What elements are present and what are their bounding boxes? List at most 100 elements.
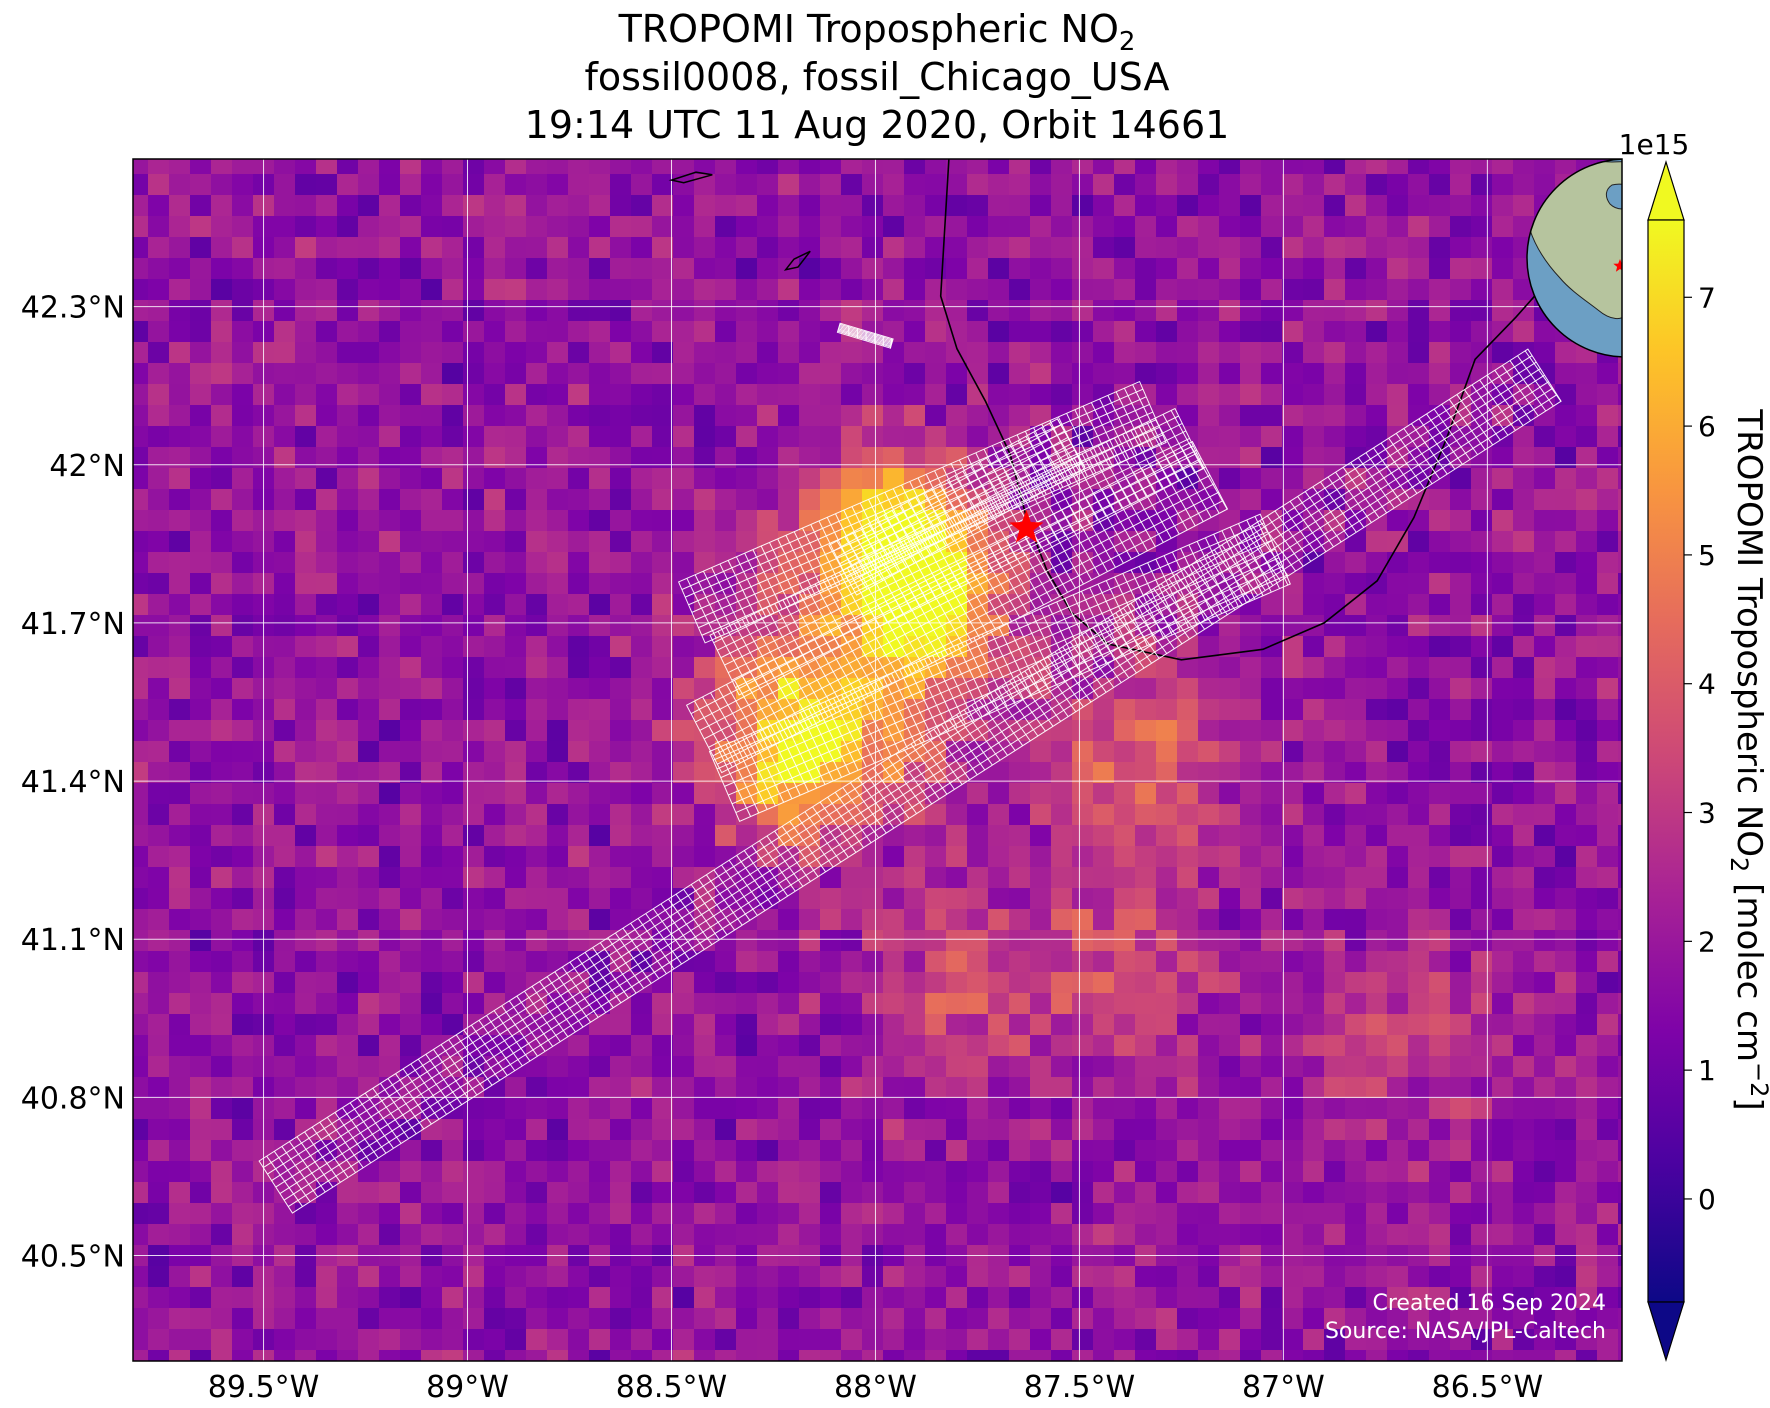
heatmap-cell [841,1182,863,1204]
heatmap-cell [1177,1266,1199,1288]
heatmap-cell [610,720,632,742]
heatmap-cell [442,615,464,637]
heatmap-cell [736,363,758,385]
heatmap-cell [1576,741,1598,763]
heatmap-cell [1240,1350,1262,1361]
heatmap-cell [1387,657,1409,679]
heatmap-cell [1135,258,1157,280]
heatmap-cell [967,159,989,175]
heatmap-cell [568,1161,590,1183]
heatmap-cell [862,1266,884,1288]
heatmap-cell [946,258,968,280]
heatmap-cell [1198,762,1220,784]
heatmap-cell [421,384,443,406]
heatmap-cell [925,237,947,259]
heatmap-cell [1534,867,1556,889]
heatmap-cell [1303,888,1325,910]
heatmap-cell [988,867,1010,889]
heatmap-cell [1135,1098,1157,1120]
heatmap-cell [883,1224,905,1246]
heatmap-cell [400,363,422,385]
heatmap-cell [1177,1035,1199,1057]
heatmap-cell [1030,1203,1052,1225]
heatmap-cell [757,174,779,196]
heatmap-cell [841,783,863,805]
heatmap-cell [673,1308,695,1330]
heatmap-cell [568,1035,590,1057]
heatmap-cell [652,594,674,616]
heatmap-cell [1387,384,1409,406]
heatmap-cell [1492,258,1514,280]
heatmap-cell [1576,846,1598,868]
heatmap-cell [1303,174,1325,196]
heatmap-cell [568,174,590,196]
heatmap-cell [1324,741,1346,763]
heatmap-cell [1555,447,1577,469]
heatmap-cell [400,1287,422,1309]
heatmap-cell [526,1182,548,1204]
heatmap-cell [610,384,632,406]
heatmap-cell [1513,909,1535,931]
heatmap-cell [1513,594,1535,616]
heatmap-cell [148,1098,170,1120]
heatmap-cell [904,384,926,406]
heatmap-cell [841,405,863,427]
heatmap-cell [841,258,863,280]
heatmap-cell [1240,783,1262,805]
heatmap-cell [610,678,632,700]
heatmap-cell [799,972,821,994]
heatmap-cell [1618,720,1622,742]
heatmap-cell [1240,867,1262,889]
heatmap-cell [820,1329,842,1351]
heatmap-cell [1492,573,1514,595]
heatmap-cell [1555,1329,1577,1351]
heatmap-cell [1345,657,1367,679]
heatmap-cell [568,258,590,280]
heatmap-cell [379,342,401,364]
heatmap-cell [1219,1098,1241,1120]
heatmap-cell [232,1350,254,1361]
heatmap-cell [1324,468,1346,490]
heatmap-cell [1450,888,1472,910]
heatmap-cell [1387,1161,1409,1183]
heatmap-cell [295,195,317,217]
heatmap-cell [736,258,758,280]
heatmap-cell [673,972,695,994]
heatmap-cell [1366,951,1388,973]
heatmap-cell [442,489,464,511]
heatmap-cell [1009,783,1031,805]
heatmap-cell [379,615,401,637]
heatmap-cell [169,552,191,574]
heatmap-cell [1450,1350,1472,1361]
heatmap-cell [1345,1203,1367,1225]
heatmap-cell [799,300,821,322]
heatmap-cell [547,930,569,952]
heatmap-cell [1324,195,1346,217]
heatmap-cell [1471,1056,1493,1078]
heatmap-cell [400,1077,422,1099]
heatmap-cell [736,300,758,322]
heatmap-cell [1534,426,1556,448]
heatmap-cell [1429,783,1451,805]
heatmap-cell [715,804,737,826]
heatmap-cell [1513,279,1535,301]
heatmap-cell [1345,573,1367,595]
heatmap-cell [778,1224,800,1246]
heatmap-cell [526,1056,548,1078]
heatmap-cell [316,489,338,511]
heatmap-cell [232,195,254,217]
heatmap-cell [1492,1035,1514,1057]
heatmap-cell [1282,1161,1304,1183]
heatmap-cell [694,1056,716,1078]
heatmap-cell [1303,1182,1325,1204]
heatmap-cell [1051,720,1073,742]
heatmap-cell [1303,489,1325,511]
heatmap-cell [862,1182,884,1204]
heatmap-cell [589,1056,611,1078]
heatmap-cell [736,1077,758,1099]
heatmap-cell [505,1140,527,1162]
heatmap-cell [1576,426,1598,448]
heatmap-cell [841,1140,863,1162]
heatmap-cell [421,1140,443,1162]
heatmap-cell [610,657,632,679]
